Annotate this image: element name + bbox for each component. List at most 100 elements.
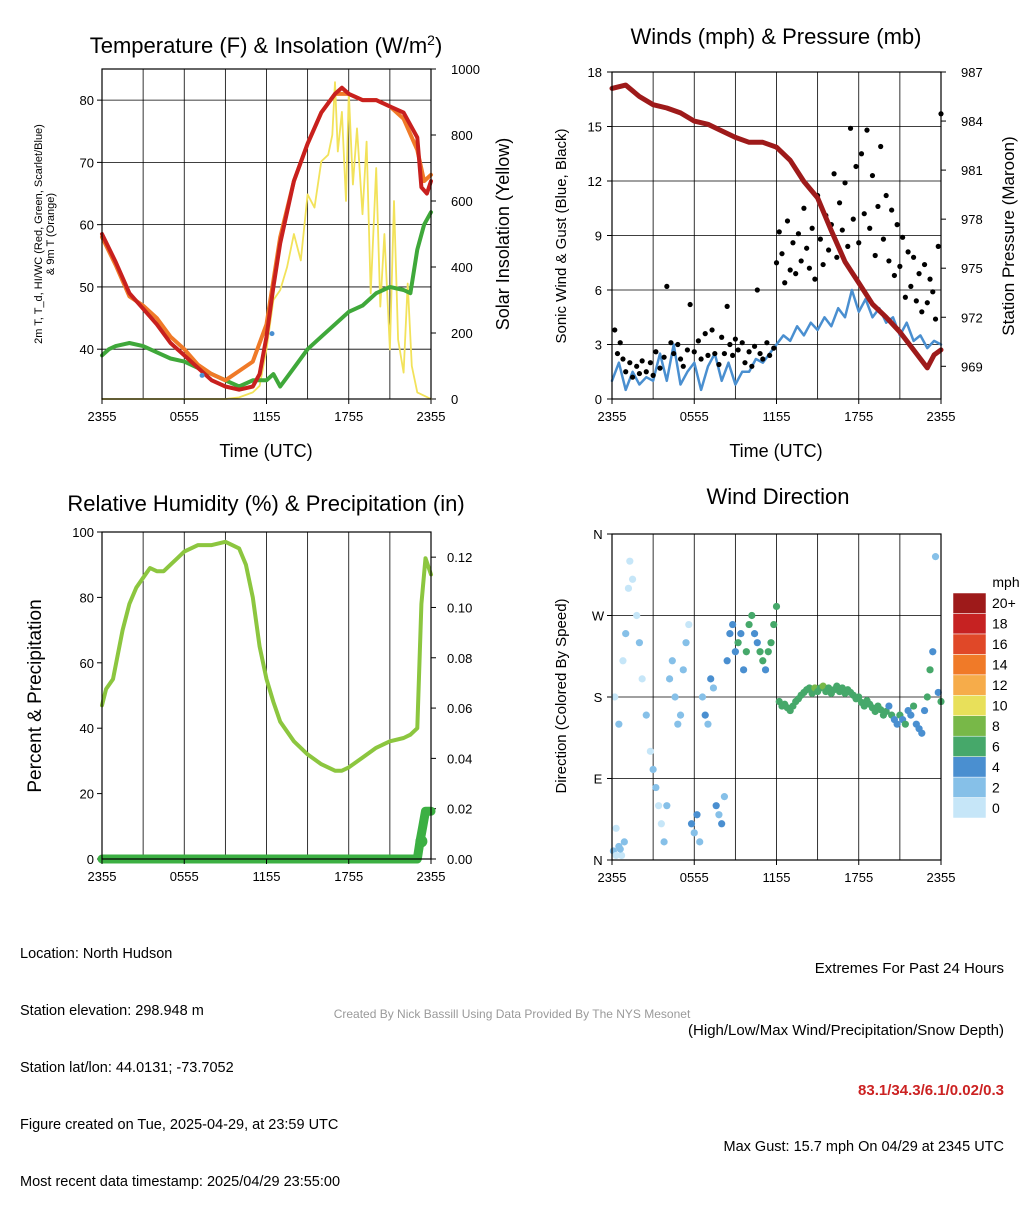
gust-point xyxy=(627,360,633,366)
gust-point xyxy=(924,300,930,306)
insolation-ytick-label: 0 xyxy=(451,392,458,407)
gust-point xyxy=(809,225,815,231)
direction-point xyxy=(687,820,696,828)
station-info: Location: North Hudson Station elevation… xyxy=(20,907,340,1211)
direction-ytick-label: N xyxy=(593,853,602,868)
gust-point xyxy=(836,200,843,206)
gust-point xyxy=(695,338,701,344)
direction-point xyxy=(819,682,827,690)
gust-point xyxy=(698,356,704,362)
gust-point xyxy=(677,356,684,362)
temperature-xlabel: Time (UTC) xyxy=(219,441,312,461)
direction-xtick-label: 2355 xyxy=(927,870,956,885)
info-location: Location: North Hudson xyxy=(20,946,173,962)
wind-ytick-label: 0 xyxy=(595,392,602,407)
gust-point xyxy=(727,341,733,348)
gust-point xyxy=(776,229,782,235)
direction-point xyxy=(931,553,940,561)
direction-point xyxy=(624,584,633,592)
direction-point xyxy=(742,648,750,656)
insolation-ytick-label: 400 xyxy=(451,260,473,275)
gust-point xyxy=(620,356,626,362)
gust-point xyxy=(732,336,738,342)
gust-point xyxy=(684,347,690,353)
wind-ytick-label: 9 xyxy=(595,229,602,244)
wind-ytick-label: 12 xyxy=(588,174,602,189)
extremes-subtitle: (High/Low/Max Wind/Precipitation/Snow De… xyxy=(688,1022,1004,1039)
extremes-values: 83.1/34.3/6.1/0.02/0.3 xyxy=(858,1082,1004,1099)
precip-ytick-label: 0.04 xyxy=(447,751,472,766)
direction-point xyxy=(750,630,759,638)
direction-point xyxy=(885,702,893,710)
gust-point xyxy=(872,252,878,259)
gust-point xyxy=(795,231,802,237)
speed-legend: mph 0 2 4 6 8 10 12 14 16 18 20+ xyxy=(952,574,1020,819)
info-latlon: Station lat/lon: 44.0131; -73.7052 xyxy=(20,1060,234,1076)
direction-point xyxy=(633,611,641,620)
gust-point xyxy=(760,356,766,362)
speed-legend-label: 14 xyxy=(992,657,1008,673)
gust-point xyxy=(798,258,804,264)
gust-point xyxy=(719,334,725,340)
direction-point xyxy=(679,666,687,674)
credit-line: Created By Nick Bassill Using Data Provi… xyxy=(333,1007,691,1021)
direction-ytick-label: S xyxy=(594,690,603,705)
humidity-xtick-label: 1155 xyxy=(253,869,281,884)
direction-point xyxy=(720,793,729,801)
temperature-ytick-label: 50 xyxy=(80,280,94,295)
precip-point xyxy=(415,835,428,848)
direction-point xyxy=(617,851,626,860)
direction-point xyxy=(833,682,841,690)
gust-point xyxy=(784,218,791,224)
insolation-line xyxy=(101,81,432,400)
direction-point xyxy=(737,630,745,638)
wind-xlabel: Time (UTC) xyxy=(729,441,822,461)
gust-point xyxy=(850,216,856,222)
temperature-ytick-label: 70 xyxy=(80,155,94,170)
direction-point xyxy=(929,648,937,656)
direction-ylabel-text: Direction (Colored By Speed) xyxy=(553,598,570,793)
direction-panel: N E S W N 2355 0555 1155 1755 2355 Wind Direction D… xyxy=(553,484,1020,885)
gust-point xyxy=(749,363,755,369)
temperature-ytick-label: 60 xyxy=(80,218,94,233)
direction-point xyxy=(682,639,690,647)
gust-point xyxy=(629,374,636,380)
pressure-ytick-label: 975 xyxy=(961,261,983,276)
gust-point xyxy=(883,192,889,199)
speed-legend-swatch xyxy=(952,654,987,676)
gust-point xyxy=(891,272,897,279)
gust-point xyxy=(908,283,914,289)
humidity-ylabel-text: Percent & Precipitation xyxy=(25,599,46,792)
wind-xtick-label: 1755 xyxy=(844,409,873,424)
humidity-xtick-label: 0555 xyxy=(170,869,199,884)
insolation-ytick-label: 600 xyxy=(451,194,473,209)
direction-xtick-label: 2355 xyxy=(598,870,627,885)
rh-line xyxy=(100,539,433,773)
speed-legend-swatch xyxy=(952,674,987,696)
wind-ylabel: Sonic Wind & Gust (Blue, Black) xyxy=(553,128,570,343)
direction-point xyxy=(805,684,814,692)
direction-point xyxy=(877,706,885,714)
direction-point xyxy=(838,684,846,692)
extremes-info: Extremes For Past 24 Hours (High/Low/Max… xyxy=(688,919,1004,1176)
direction-point xyxy=(628,575,637,583)
direction-point xyxy=(824,684,833,692)
insolation-ytick-label: 200 xyxy=(451,326,473,341)
wind-title: Winds (mph) & Pressure (mb) xyxy=(631,24,922,49)
info-elevation: Station elevation: 298.948 m xyxy=(20,1003,204,1019)
temperature-xtick-label: 1755 xyxy=(334,409,363,424)
speed-legend-label: 20+ xyxy=(992,595,1016,611)
gust-point xyxy=(858,151,865,157)
direction-point xyxy=(638,675,646,683)
gust-point xyxy=(691,349,697,355)
direction-xtick-label: 0555 xyxy=(680,870,709,885)
gust-point xyxy=(721,350,728,357)
pressure-ylabel-text: Station Pressure (Maroon) xyxy=(999,136,1018,335)
direction-point xyxy=(668,657,676,665)
max-gust: Max Gust: 15.7 mph On 04/29 at 2345 UTC xyxy=(723,1139,1004,1155)
speed-legend-label: 4 xyxy=(992,759,1000,775)
speed-legend-swatch xyxy=(952,756,987,778)
direction-point xyxy=(693,811,701,819)
gust-point xyxy=(671,350,677,357)
